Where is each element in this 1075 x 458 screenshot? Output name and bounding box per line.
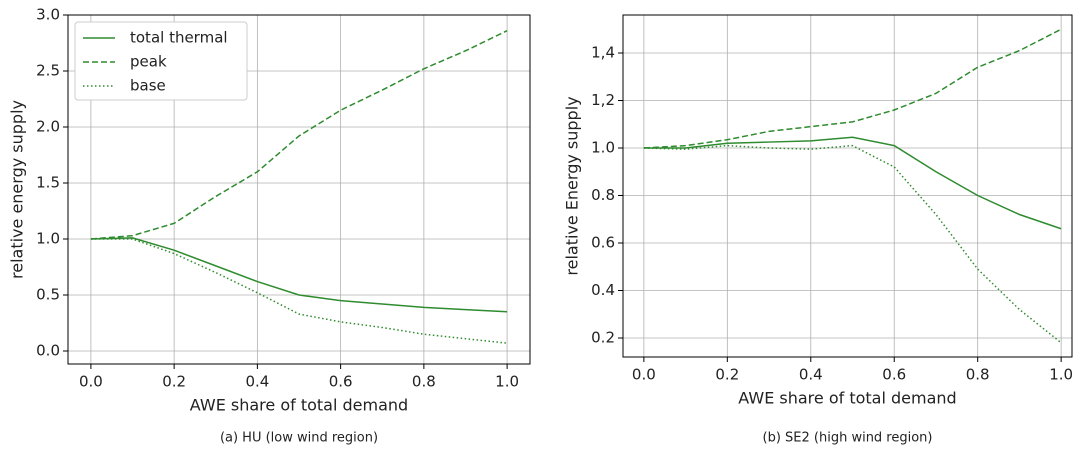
y-tick-label: 2.0 xyxy=(36,118,60,136)
legend-box xyxy=(74,21,248,101)
x-tick-label: 0.8 xyxy=(412,373,436,391)
x-tick-label: 0.4 xyxy=(799,366,823,384)
y-axis-title: relative energy supply xyxy=(8,100,27,279)
line-series xyxy=(643,144,1062,344)
x-tick-label: 1.0 xyxy=(1049,366,1073,384)
line-series xyxy=(643,28,1062,149)
y-tick-label: 1,4 xyxy=(591,44,615,62)
legend-label: total thermal xyxy=(130,29,228,47)
x-tick-label: 1.0 xyxy=(495,373,519,391)
x-tick-label: 0.6 xyxy=(329,373,353,391)
legend-label: base xyxy=(130,77,166,95)
plot-frame xyxy=(67,14,531,365)
x-tick-label: 0.0 xyxy=(79,373,103,391)
plot-frame xyxy=(622,14,1073,358)
legend-label: peak xyxy=(130,53,167,71)
y-tick-label: 0.8 xyxy=(591,186,615,204)
y-tick-label: 2.5 xyxy=(36,62,60,80)
x-tick-label: 0.0 xyxy=(632,366,656,384)
y-tick-label: 1.0 xyxy=(591,139,615,157)
x-tick-label: 0.2 xyxy=(162,373,186,391)
line-series xyxy=(90,237,508,313)
line-series xyxy=(643,136,1062,230)
y-tick-label: 1,2 xyxy=(591,91,615,109)
y-tick-label: 0.6 xyxy=(591,234,615,252)
y-axis-title: relative Energy supply xyxy=(563,96,582,275)
line-series xyxy=(90,30,508,240)
caption: (a) HU (low wind region) xyxy=(220,431,378,446)
caption: (b) SE2 (high wind region) xyxy=(763,431,933,446)
x-axis-title: AWE share of total demand xyxy=(738,389,956,408)
y-tick-label: 0.0 xyxy=(36,342,60,360)
y-tick-label: 1.0 xyxy=(36,230,60,248)
y-tick-label: 1.5 xyxy=(36,174,60,192)
x-tick-label: 0.6 xyxy=(882,366,906,384)
x-tick-label: 0.8 xyxy=(966,366,990,384)
x-tick-label: 0.2 xyxy=(715,366,739,384)
y-tick-label: 0.4 xyxy=(591,281,615,299)
y-tick-label: 3.0 xyxy=(36,6,60,24)
x-axis-title: AWE share of total demand xyxy=(190,396,408,415)
y-tick-label: 0.2 xyxy=(591,329,615,347)
y-tick-label: 0.5 xyxy=(36,286,60,304)
x-tick-label: 0.4 xyxy=(245,373,269,391)
line-series xyxy=(90,238,508,344)
